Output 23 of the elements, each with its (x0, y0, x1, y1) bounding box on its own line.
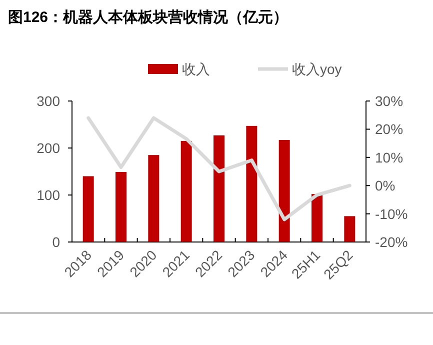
bar (278, 140, 290, 242)
bar (148, 155, 160, 242)
legend-label: 收入yoy (292, 61, 342, 77)
y2-tick-label: -10% (375, 206, 408, 222)
bar (214, 135, 224, 242)
bar (246, 126, 258, 242)
y2-tick-label: 20% (375, 121, 404, 138)
legend-label: 收入 (182, 61, 210, 77)
chart-title: 图126：机器人本体板块营收情况（亿元） (8, 9, 288, 26)
y2-tick-label: 0% (375, 178, 396, 194)
bar (116, 172, 126, 242)
y2-tick-label: 30% (375, 93, 404, 109)
line-series (86, 116, 352, 222)
bar (312, 194, 322, 242)
y-tick-label: 0 (52, 234, 60, 250)
y-tick-label: 200 (36, 140, 60, 156)
y2-tick-label: -20% (375, 234, 408, 250)
bar (180, 140, 192, 242)
y-tick-label: 300 (36, 93, 60, 109)
bar (344, 216, 356, 242)
y2-tick-label: 10% (375, 149, 404, 166)
bar (82, 176, 94, 242)
y-tick-label: 100 (36, 187, 60, 203)
